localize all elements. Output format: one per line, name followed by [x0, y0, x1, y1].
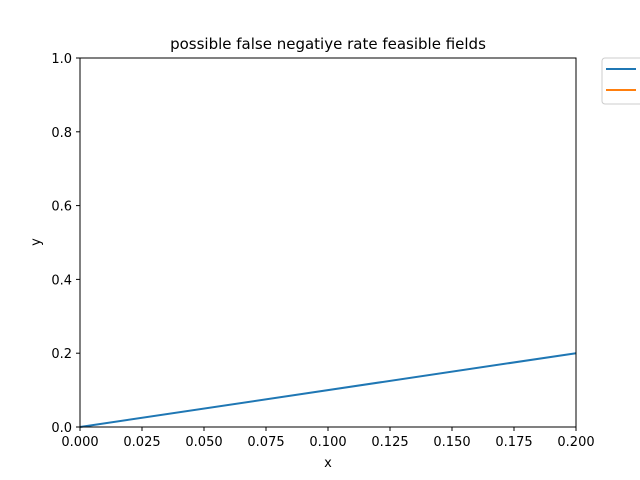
y-tick-label: 0.6 [51, 200, 72, 215]
x-axis: 0.000 0.025 0.050 0.075 0.100 0.125 0.150 0.175… [61, 427, 595, 450]
x-tick-label: 0.000 [61, 435, 98, 450]
y-axis-label: y [29, 238, 44, 246]
x-tick-label: 0.200 [557, 435, 594, 450]
x-tick-label: 0.075 [247, 435, 284, 450]
x-tick-label: 0.100 [309, 435, 346, 450]
x-tick-label: 0.150 [433, 435, 470, 450]
series-line-1 [79, 352, 577, 428]
x-tick-label: 0.125 [371, 435, 408, 450]
legend [601, 57, 640, 105]
y-tick-label: 0.4 [51, 273, 72, 288]
y-tick-label: 0.8 [51, 126, 72, 141]
x-tick-label: 0.050 [185, 435, 222, 450]
y-tick-label: 1.0 [51, 52, 72, 67]
y-axis: 0.0 0.2 0.4 0.6 0.8 1.0 [51, 52, 80, 436]
x-axis-label: x [324, 456, 332, 471]
y-tick-label: 0.0 [51, 421, 72, 436]
x-tick-label: 0.025 [123, 435, 160, 450]
legend-box [601, 57, 640, 105]
y-tick-label: 0.2 [51, 347, 72, 362]
chart-title: possible false negatiye rate feasible fi… [170, 35, 486, 53]
x-tick-label: 0.175 [495, 435, 532, 450]
